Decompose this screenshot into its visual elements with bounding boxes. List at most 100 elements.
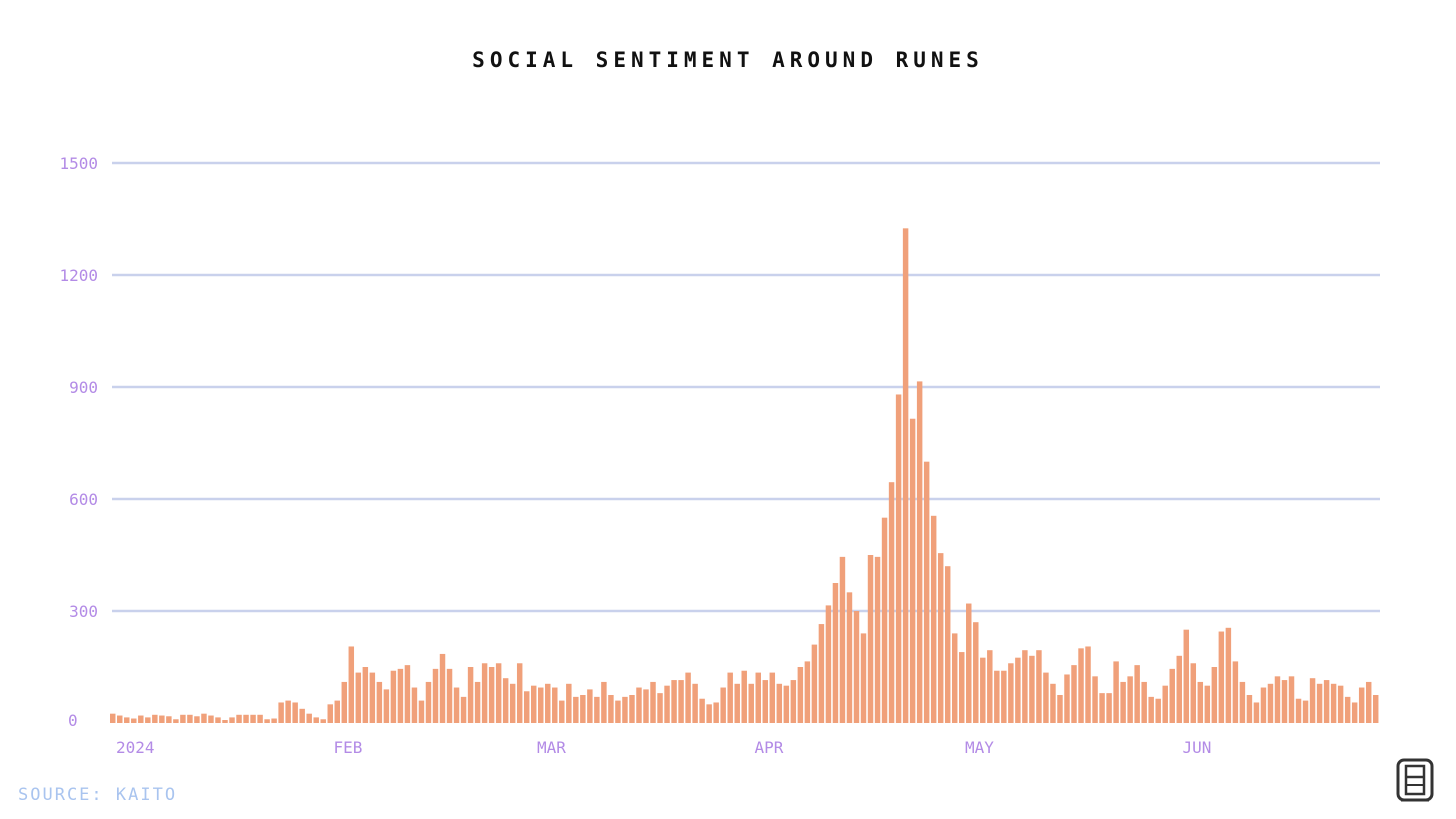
bar xyxy=(446,668,453,723)
bar xyxy=(271,718,277,723)
bar xyxy=(131,718,137,723)
bar xyxy=(341,681,348,723)
bar xyxy=(278,702,284,723)
bar xyxy=(1064,674,1070,723)
x-axis-ticks: 2024 FEB MAR APR MAY JUN xyxy=(116,738,1211,757)
y-tick-label: 900 xyxy=(69,378,98,397)
y-tick-label: 1200 xyxy=(59,266,98,285)
bar xyxy=(797,667,804,723)
bar xyxy=(1344,696,1351,723)
bar xyxy=(243,714,249,723)
bar xyxy=(1043,672,1049,723)
bar xyxy=(369,672,376,723)
bar xyxy=(250,714,256,723)
bar xyxy=(138,715,144,723)
bar xyxy=(201,713,207,723)
bar xyxy=(923,461,930,723)
bar xyxy=(404,665,411,723)
bar xyxy=(832,583,839,723)
bar xyxy=(1106,693,1112,723)
bar xyxy=(1302,700,1309,723)
bar xyxy=(187,714,193,723)
x-tick-label: MAR xyxy=(537,738,566,757)
bar xyxy=(523,691,530,723)
bar xyxy=(299,708,305,723)
bar xyxy=(1169,668,1175,723)
bar xyxy=(145,717,151,723)
bar xyxy=(1127,676,1133,723)
bar xyxy=(1274,676,1281,723)
bar xyxy=(1218,631,1225,723)
bar xyxy=(944,566,951,723)
bar xyxy=(874,556,881,723)
bar xyxy=(334,700,340,723)
bar xyxy=(1232,661,1239,723)
bar xyxy=(439,653,446,723)
bar xyxy=(1113,661,1119,723)
bar xyxy=(762,680,769,723)
bar xyxy=(383,689,390,723)
bar xyxy=(467,667,474,723)
bar xyxy=(1085,646,1091,723)
bar xyxy=(1176,655,1182,723)
x-tick-label: FEB xyxy=(334,738,363,757)
bar xyxy=(285,700,291,723)
bar xyxy=(1337,685,1344,723)
bar xyxy=(755,672,761,723)
bar xyxy=(1078,648,1084,723)
bar xyxy=(1183,629,1190,723)
bar xyxy=(951,633,958,723)
bar xyxy=(888,482,895,723)
bar xyxy=(860,633,867,723)
bar xyxy=(509,683,516,723)
bar xyxy=(1120,681,1126,723)
bar xyxy=(734,683,740,723)
bar xyxy=(552,687,558,723)
bar xyxy=(327,704,333,723)
bar xyxy=(959,652,965,723)
bar xyxy=(839,556,846,723)
bar xyxy=(425,681,432,723)
bar xyxy=(573,696,579,723)
bar xyxy=(411,687,418,723)
bar xyxy=(348,646,355,723)
bar xyxy=(257,714,263,723)
y-tick-label: 0 xyxy=(68,711,78,730)
bar xyxy=(615,700,621,723)
bar xyxy=(229,717,235,723)
bar xyxy=(1099,693,1105,723)
x-tick-label: JUN xyxy=(1183,738,1212,757)
bar xyxy=(1358,687,1365,723)
bar xyxy=(1309,678,1316,723)
bar xyxy=(215,717,221,723)
bar xyxy=(481,663,488,723)
y-axis-ticks: 0 300 600 900 1200 1500 xyxy=(59,154,98,730)
bar xyxy=(453,687,460,723)
bar xyxy=(173,719,179,723)
bar xyxy=(495,663,502,723)
bar xyxy=(264,719,270,723)
bars xyxy=(110,228,1379,723)
bar xyxy=(973,622,979,723)
bar xyxy=(1316,683,1323,723)
bar xyxy=(1155,698,1161,723)
bar xyxy=(1050,683,1056,723)
bar xyxy=(846,592,853,723)
bar xyxy=(320,719,326,723)
bar xyxy=(909,418,916,723)
bar xyxy=(966,603,972,723)
y-tick-label: 1500 xyxy=(59,154,98,173)
bar xyxy=(117,715,123,723)
bar xyxy=(987,650,993,723)
bar xyxy=(881,517,888,723)
bar xyxy=(1239,681,1246,723)
bar xyxy=(1008,663,1014,723)
chart-title: SOCIAL SENTIMENT AROUND RUNES xyxy=(472,48,984,72)
bar xyxy=(902,228,909,723)
bar xyxy=(895,394,902,723)
bar xyxy=(1092,676,1098,723)
bar xyxy=(720,687,726,723)
x-tick-label: MAY xyxy=(965,738,994,757)
bar xyxy=(460,696,467,723)
